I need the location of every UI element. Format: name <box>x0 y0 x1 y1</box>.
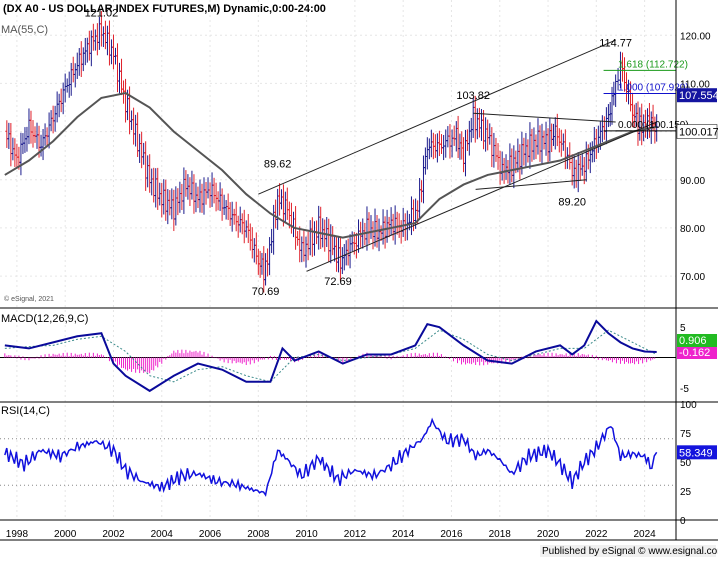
x-tick-label: 2016 <box>440 529 463 540</box>
y-tick-label: 70.00 <box>680 272 705 283</box>
signal-value-label: -0.162 <box>679 347 710 359</box>
rsi-y-tick: 25 <box>680 487 692 498</box>
macd-value-label: 0.906 <box>679 335 707 347</box>
rsi-y-tick: 75 <box>680 429 692 440</box>
fib-level-label: 1.000 (107.920) <box>618 82 689 93</box>
rsi-y-tick: 0 <box>680 516 686 527</box>
swing-label: 121.02 <box>85 7 119 19</box>
x-tick-label: 2008 <box>247 529 270 540</box>
last-price-box <box>677 88 717 103</box>
x-tick-label: 2018 <box>489 529 512 540</box>
macd-line <box>4 319 657 393</box>
x-tick-label: 1998 <box>6 529 29 540</box>
rsi-line <box>4 417 658 497</box>
x-tick-label: 2006 <box>199 529 222 540</box>
swing-label: 114.77 <box>599 37 632 49</box>
trendline <box>306 121 657 272</box>
trendline <box>475 179 587 190</box>
y-tick-label: 80.00 <box>680 224 705 235</box>
x-tick-label: 2022 <box>585 529 608 540</box>
ma-label: MA(55,C) <box>1 24 48 36</box>
marker-label: 100.017 <box>679 127 718 139</box>
signal-value-box <box>677 347 717 359</box>
copyright-label: © eSignal, 2021 <box>4 295 54 303</box>
rsi-panel <box>0 417 676 497</box>
x-tick-label: 2010 <box>295 529 318 540</box>
published-by-label: Published by eSignal © www.esignal.com <box>542 546 718 557</box>
chart-title: (DX A0 - US DOLLAR INDEX FUTURES,M) Dyna… <box>3 3 326 15</box>
y-tick-label: 90.00 <box>680 176 705 187</box>
fib-level-label: 1.618 (112.722) <box>618 59 688 70</box>
fib-level-label: 0.000 (100.150) <box>618 120 689 131</box>
trendline <box>473 112 616 123</box>
x-tick-label: 2024 <box>633 529 656 540</box>
rsi-value-box <box>677 445 717 460</box>
macd-value-box <box>677 334 717 347</box>
macd-y-tick: 5 <box>680 323 686 334</box>
macd-y-tick: -5 <box>680 384 689 395</box>
swing-label: 103.82 <box>456 90 490 102</box>
rsi-value-label: 58.349 <box>679 447 713 459</box>
x-tick-label: 2020 <box>537 529 560 540</box>
trendline <box>258 39 616 195</box>
x-tick-label: 2014 <box>392 529 415 540</box>
y-tick-label: 110.00 <box>680 79 710 90</box>
x-tick-label: 2004 <box>151 529 174 540</box>
macd-title: MACD(12,26,9,C) <box>1 313 88 325</box>
swing-label: 70.69 <box>252 286 280 298</box>
swing-label: 72.69 <box>324 276 352 288</box>
x-tick-label: 2012 <box>344 529 367 540</box>
marker-box <box>676 124 718 139</box>
rsi-y-tick: 50 <box>680 458 692 469</box>
price-panel: 1.618 (112.722) 1.000 (107.920) 0.000 (100… <box>4 7 689 298</box>
swing-label: 89.62 <box>264 159 292 171</box>
swing-label: 89.20 <box>558 197 586 209</box>
rsi-title: RSI(14,C) <box>1 405 50 417</box>
ma-line <box>4 92 657 239</box>
grid-layer <box>0 0 676 520</box>
y-tick-label: 120.00 <box>680 31 711 42</box>
last-price-label: 107.554 <box>679 90 718 102</box>
x-tick-label: 2000 <box>54 529 77 540</box>
footer-box <box>540 545 716 557</box>
rsi-y-tick: 100 <box>680 400 697 411</box>
x-tick-label: 2002 <box>102 529 125 540</box>
macd-panel <box>0 319 676 393</box>
